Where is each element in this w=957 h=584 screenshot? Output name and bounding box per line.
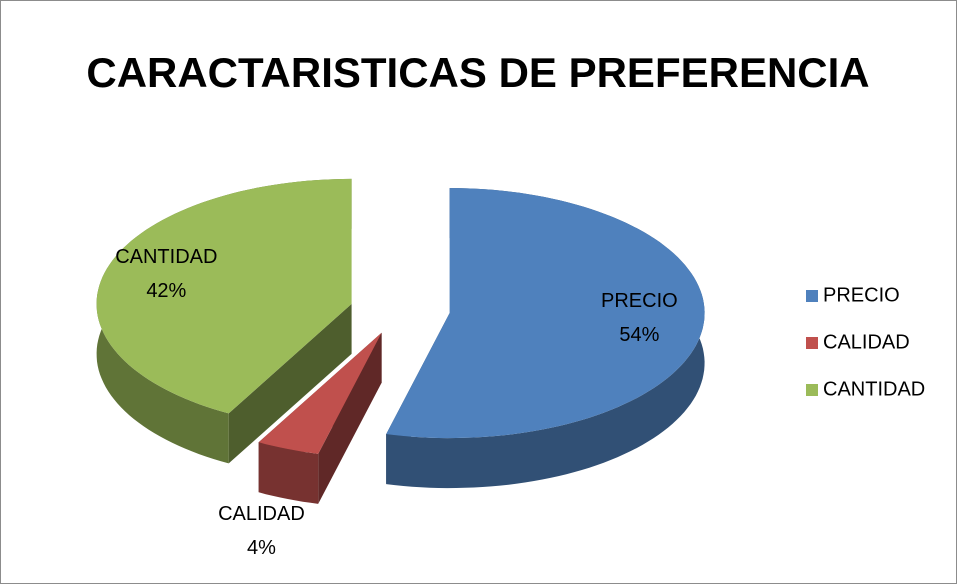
legend-label: CALIDAD	[823, 331, 910, 353]
legend-swatch	[806, 337, 818, 349]
data-label-category: PRECIO	[601, 290, 678, 312]
slice	[258, 332, 382, 504]
legend-label: PRECIO	[823, 284, 900, 306]
slice	[96, 178, 352, 464]
data-label-category: CALIDAD	[218, 503, 305, 525]
legend-swatch	[806, 290, 818, 302]
data-label-category: CANTIDAD	[115, 246, 217, 268]
chart-title: CARACTARISTICAS DE PREFERENCIA	[86, 49, 869, 96]
slice-side	[228, 303, 352, 464]
legend-label: CANTIDAD	[823, 378, 925, 400]
data-label-value: 4%	[247, 537, 276, 559]
slice-side	[258, 442, 319, 504]
data-label-value: 54%	[619, 324, 659, 346]
data-label-value: 42%	[146, 280, 186, 302]
legend-swatch	[806, 384, 818, 396]
slice	[386, 188, 705, 439]
slice	[258, 332, 382, 454]
slice	[96, 178, 352, 414]
slice	[386, 188, 705, 489]
